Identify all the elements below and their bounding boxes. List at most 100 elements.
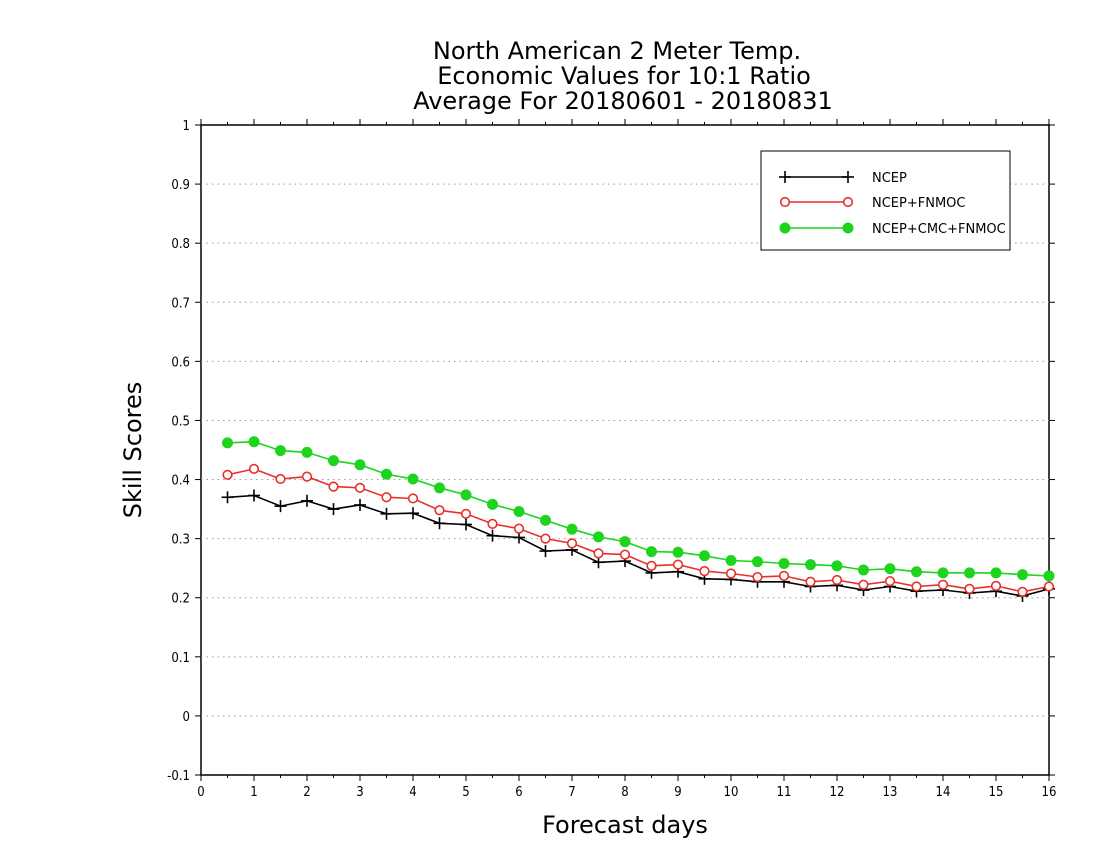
x-tick-label: 1 [250,785,257,800]
data-point [1043,581,1055,592]
x-axis-label: Forecast days [542,811,708,839]
data-point [842,171,854,183]
data-point [407,493,419,504]
data-point [964,567,975,579]
data-point [433,517,446,530]
series-line [227,440,1050,577]
data-point [911,581,922,592]
data-point [328,481,339,492]
data-point [460,518,472,531]
data-point [566,523,578,535]
data-point [990,567,1002,579]
series-layer [221,436,1055,602]
data-point [540,533,551,544]
data-point [937,579,949,590]
data-point [248,489,260,502]
x-tick-label: 11 [777,785,792,800]
y-tick-label: 0.5 [171,414,190,429]
data-point [248,463,260,475]
data-point [301,471,313,482]
title-line-1: North American 2 Meter Temp. [433,37,801,65]
legend-box [760,150,1011,251]
legend-entry: NCEP+FNMOC [779,196,965,211]
data-point [274,500,287,513]
title-line-3: Average For 20180601 - 20180831 [413,87,833,115]
data-point [275,473,286,485]
data-point [805,559,816,571]
data-point [779,222,791,234]
data-point [381,468,392,480]
data-point [805,576,816,587]
data-point [1017,569,1028,581]
x-tick-label: 2 [303,785,310,800]
chart-title: North American 2 Meter Temp. Economic Va… [413,37,833,115]
x-tick-label: 0 [197,785,204,800]
data-point [221,491,234,504]
data-point [884,576,896,587]
data-point [434,505,445,516]
data-point [831,574,843,586]
data-point [434,482,445,494]
data-point [779,196,791,208]
series-line [227,468,1050,593]
series-ncep [221,489,1055,602]
data-point [539,545,552,558]
series-ncep-fnmoc [222,463,1055,597]
data-point [778,570,790,581]
data-point [248,436,260,448]
x-tick-label: 8 [621,785,628,800]
legend: NCEP NCEP+FNMOC NCEP+CMC+FNMOC [760,150,1011,251]
series-ncep-cmc-fnmoc [222,436,1055,582]
y-tick-label: 0.9 [171,178,190,193]
data-point [407,507,419,520]
data-point [646,546,657,558]
y-tick-label: 0 [183,710,190,725]
legend-entry: NCEP+CMC+FNMOC [779,222,1006,237]
x-tick-label: 6 [515,785,522,800]
y-tick-label: 0.8 [171,237,190,252]
y-tick-label: 1 [183,119,190,134]
data-point [222,469,233,480]
data-point [327,503,340,516]
y-tick-label: 0.7 [171,296,190,311]
y-tick-label: 0.4 [171,474,190,489]
x-tick-label: 16 [1042,785,1057,800]
data-point [275,445,286,457]
data-point [593,531,604,543]
x-tick-label: 12 [830,785,845,800]
data-point [1043,570,1055,582]
x-tick-label: 15 [989,785,1004,800]
data-point [460,489,472,501]
data-point [381,492,392,503]
data-point [672,559,684,570]
y-tick-label: -0.1 [167,769,190,784]
data-point [460,508,472,519]
data-point [725,555,737,566]
data-point [487,518,498,529]
data-point [842,222,854,234]
data-point [911,566,922,578]
data-point [937,567,949,579]
data-point [513,523,525,534]
data-point [990,580,1002,592]
data-point [699,550,710,562]
y-tick-label: 0.1 [171,651,190,666]
grid-lines [201,183,1049,717]
data-point [884,563,896,575]
x-tick-label: 4 [409,785,416,800]
x-tick-label: 13 [883,785,898,800]
data-point [540,514,551,526]
data-point [831,560,843,572]
x-tick-label: 5 [462,785,469,800]
axes: -0.100.10.20.30.40.50.60.70.80.910 1 2 3 4 5 6… [167,119,1056,800]
x-tick-label: 9 [674,785,681,800]
data-point [842,196,854,208]
x-tick-label: 10 [724,785,739,800]
y-tick-label: 0.6 [171,355,190,370]
data-point [1017,586,1028,597]
data-point [779,171,791,183]
data-point [752,571,763,583]
x-tick-label: 7 [568,785,575,800]
legend-label: NCEP+FNMOC [872,196,965,211]
